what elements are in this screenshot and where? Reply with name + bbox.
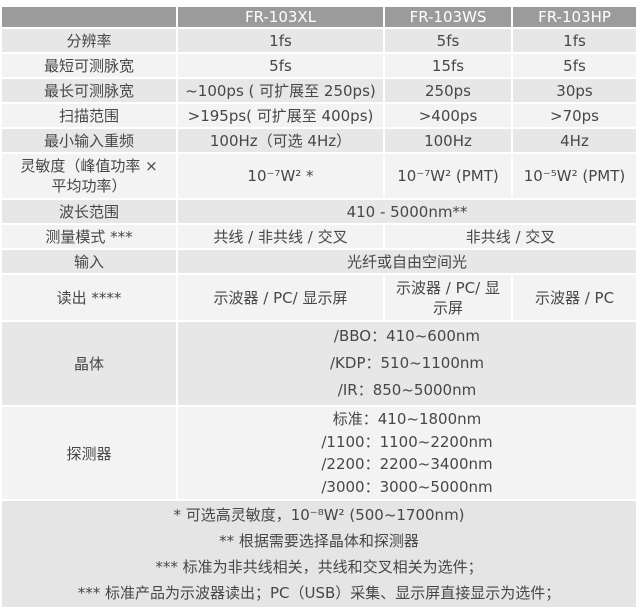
cell-wavelength-range-all: 410 - 5000nm**: [178, 200, 636, 223]
row-label-wavelength-range: 波长范围: [2, 200, 176, 223]
crystal-line-ir: /IR：850~5000nm: [337, 381, 477, 399]
cell-min-pulse-hp: 5fs: [513, 54, 636, 77]
row-min-rep-rate: 最小输入重频 100Hz（可选 4Hz） 100Hz 4Hz: [2, 129, 636, 152]
cell-max-pulse-xl: ~100ps ( 可扩展至 250ps): [178, 79, 383, 102]
column-header-fr103xl: FR-103XL: [178, 7, 383, 27]
row-label-crystal: 晶体: [2, 322, 176, 405]
footnotes-cell: * 可选高灵敏度，10⁻⁸W² (500~1700nm) ** 根据需要选择晶体…: [2, 501, 636, 607]
row-label-min-rep-rate: 最小输入重频: [2, 129, 176, 152]
row-label-readout: 读出 ****: [2, 275, 176, 320]
cell-crystal-all: /BBO：410~600nm /KDP：510~1100nm /IR：850~5…: [178, 322, 636, 405]
cell-min-pulse-ws: 15fs: [385, 54, 511, 77]
cell-scan-range-xl: >195ps( 可扩展至 400ps): [178, 104, 383, 127]
cell-scan-range-ws: >400ps: [385, 104, 511, 127]
row-label-measure-mode: 测量模式 ***: [2, 225, 176, 248]
cell-max-pulse-hp: 30ps: [513, 79, 636, 102]
cell-measure-mode-xl: 共线 / 非共线 / 交叉: [178, 225, 383, 248]
detector-line-2200: /2200：2200~3400nm: [321, 455, 493, 473]
cell-min-pulse-xl: 5fs: [178, 54, 383, 77]
detector-line-1100: /1100：1100~2200nm: [321, 432, 493, 451]
crystal-line-bbo: /BBO：410~600nm: [333, 327, 481, 345]
footnote-1: * 可选高灵敏度，10⁻⁸W² (500~1700nm): [173, 506, 465, 524]
row-scan-range: 扫描范围 >195ps( 可扩展至 400ps) >400ps >70ps: [2, 104, 636, 127]
row-label-min-pulse: 最短可测脉宽: [2, 54, 176, 77]
row-crystal: 晶体 /BBO：410~600nm /KDP：510~1100nm /IR：85…: [2, 322, 636, 405]
row-label-input: 输入: [2, 250, 176, 273]
cell-min-rep-rate-xl: 100Hz（可选 4Hz）: [178, 129, 383, 152]
cell-scan-range-hp: >70ps: [513, 104, 636, 127]
row-min-pulse: 最短可测脉宽 5fs 15fs 5fs: [2, 54, 636, 77]
crystal-line-kdp: /KDP：510~1100nm: [330, 354, 484, 372]
column-header-blank: [2, 7, 176, 27]
cell-sensitivity-xl: 10⁻⁷W² *: [178, 154, 383, 198]
row-detector: 探测器 标准：410~1800nm /1100：1100~2200nm /220…: [2, 407, 636, 499]
cell-min-rep-rate-ws: 100Hz: [385, 129, 511, 152]
cell-measure-mode-ws-hp: 非共线 / 交叉: [385, 225, 636, 248]
row-max-pulse: 最长可测脉宽 ~100ps ( 可扩展至 250ps) 250ps 30ps: [2, 79, 636, 102]
cell-resolution-hp: 1fs: [513, 29, 636, 52]
cell-resolution-ws: 5fs: [385, 29, 511, 52]
row-label-max-pulse: 最长可测脉宽: [2, 79, 176, 102]
cell-readout-ws: 示波器 / PC/ 显 示屏: [385, 275, 511, 320]
row-measure-mode: 测量模式 *** 共线 / 非共线 / 交叉 非共线 / 交叉: [2, 225, 636, 248]
column-header-fr103hp: FR-103HP: [513, 7, 636, 27]
cell-max-pulse-ws: 250ps: [385, 79, 511, 102]
row-resolution: 分辨率 1fs 5fs 1fs: [2, 29, 636, 52]
row-label-sensitivity: 灵敏度（峰值功率 × 平均功率）: [2, 154, 176, 198]
row-readout: 读出 **** 示波器 / PC/ 显示屏 示波器 / PC/ 显 示屏 示波器…: [2, 275, 636, 320]
footnote-2: ** 根据需要选择晶体和探测器: [219, 532, 419, 550]
row-wavelength-range: 波长范围 410 - 5000nm**: [2, 200, 636, 223]
row-label-resolution: 分辨率: [2, 29, 176, 52]
footnote-4: *** 标准产品为示波器读出；PC（USB）采集、显示屏直接显示为选件；: [77, 584, 561, 602]
detector-line-3000: /3000：3000~5000nm: [321, 477, 493, 496]
row-label-scan-range: 扫描范围: [2, 104, 176, 127]
row-input: 输入 光纤或自由空间光: [2, 250, 636, 273]
detector-line-standard: 标准：410~1800nm: [332, 410, 482, 428]
cell-detector-all: 标准：410~1800nm /1100：1100~2200nm /2200：22…: [178, 407, 636, 499]
header-row: FR-103XL FR-103WS FR-103HP: [2, 7, 636, 27]
cell-resolution-xl: 1fs: [178, 29, 383, 52]
column-header-fr103ws: FR-103WS: [385, 7, 511, 27]
cell-sensitivity-ws: 10⁻⁷W² (PMT): [385, 154, 511, 198]
cell-sensitivity-hp: 10⁻⁵W² (PMT): [513, 154, 636, 198]
cell-readout-hp: 示波器 / PC: [513, 275, 636, 320]
cell-input-all: 光纤或自由空间光: [178, 250, 636, 273]
row-sensitivity: 灵敏度（峰值功率 × 平均功率） 10⁻⁷W² * 10⁻⁷W² (PMT) 1…: [2, 154, 636, 198]
row-footnotes: * 可选高灵敏度，10⁻⁸W² (500~1700nm) ** 根据需要选择晶体…: [2, 501, 636, 607]
footnote-3: *** 标准为非共线相关，共线和交叉相关为选件；: [155, 558, 483, 576]
cell-min-rep-rate-hp: 4Hz: [513, 129, 636, 152]
cell-readout-xl: 示波器 / PC/ 显示屏: [178, 275, 383, 320]
row-label-detector: 探测器: [2, 407, 176, 499]
spec-table: FR-103XL FR-103WS FR-103HP 分辨率 1fs 5fs 1…: [0, 5, 638, 609]
